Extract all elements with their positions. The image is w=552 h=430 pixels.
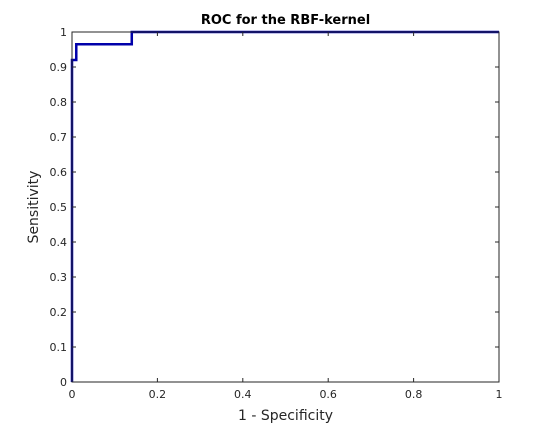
- y-tick-label: 0.8: [50, 96, 68, 109]
- y-tick-label: 0.9: [50, 61, 68, 74]
- plot-area: [72, 32, 499, 382]
- x-tick-label: 0.2: [149, 388, 167, 401]
- x-axis: 0 0.2 0.4 0.6 0.8 1: [69, 32, 503, 401]
- y-tick-label: 0.4: [50, 236, 68, 249]
- y-axis-label: Sensitivity: [26, 171, 42, 244]
- y-tick-label: 0.6: [50, 166, 68, 179]
- x-axis-label: 1 - Specificity: [238, 408, 333, 424]
- chart-title: ROC for the RBF-kernel: [201, 13, 370, 28]
- y-tick-label: 0.7: [50, 131, 68, 144]
- y-tick-label: 0.3: [50, 271, 68, 284]
- y-tick-label: 0.5: [50, 201, 68, 214]
- x-tick-label: 0.6: [319, 388, 337, 401]
- x-tick-label: 1: [496, 388, 503, 401]
- y-tick-label: 0.1: [50, 341, 68, 354]
- x-tick-label: 0: [69, 388, 76, 401]
- y-tick-label: 0.2: [50, 306, 68, 319]
- x-tick-label: 0.4: [234, 388, 252, 401]
- y-tick-label: 1: [60, 26, 67, 39]
- y-tick-label: 0: [60, 376, 67, 389]
- x-tick-label: 0.8: [405, 388, 423, 401]
- y-axis: 0 0.1 0.2 0.3 0.4 0.5 0.6 0.7 0.8 0.9 1: [50, 26, 499, 389]
